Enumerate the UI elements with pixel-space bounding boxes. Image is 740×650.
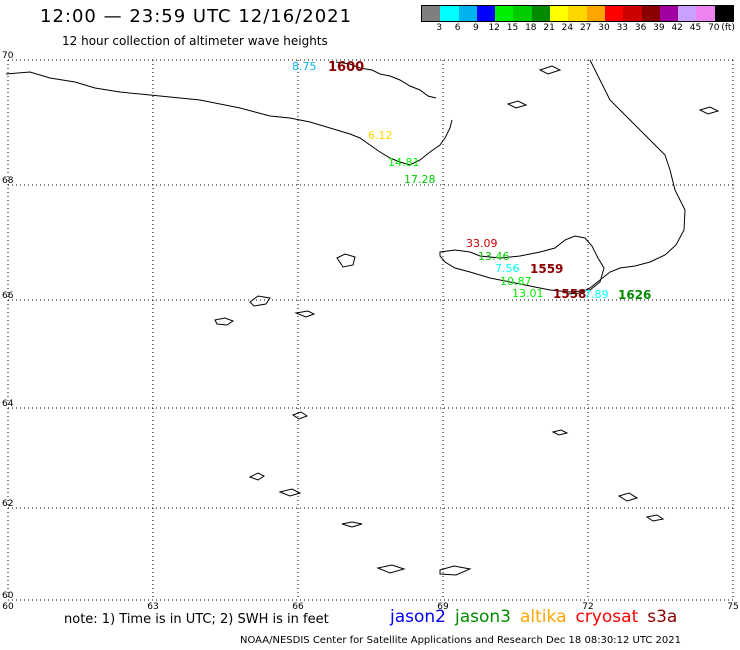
island	[645, 514, 665, 522]
wave-height-label: 1558	[553, 287, 586, 301]
island	[214, 317, 235, 326]
island	[336, 253, 356, 268]
wave-height-label: 7.89	[584, 288, 609, 301]
colorbar-label: 3	[436, 23, 443, 33]
longitude-label: 72	[582, 602, 593, 612]
colorbar-swatch	[531, 6, 551, 21]
map-subtitle: 12 hour collection of altimeter wave hei…	[62, 34, 328, 48]
colorbar-label: 42	[671, 23, 683, 33]
credit-line: NOAA/NESDIS Center for Satellite Applica…	[240, 635, 682, 646]
island	[294, 310, 316, 318]
legend-altika: altika	[520, 607, 567, 627]
colorbar-label: 18	[525, 23, 537, 33]
colorbar-label: (ft)	[721, 23, 735, 33]
colorbar-swatch	[586, 6, 605, 21]
colorbar-swatches	[421, 5, 735, 22]
island	[538, 65, 562, 75]
satellite-legend: jason2 jason3 altika cryosat s3a	[390, 607, 686, 627]
legend-jason3: jason3	[455, 607, 511, 627]
longitude-label: 60	[2, 602, 14, 612]
colorbar-swatch	[422, 6, 441, 21]
island	[341, 521, 363, 528]
island	[506, 100, 528, 109]
island	[439, 565, 472, 576]
wave-height-label: 17.28	[404, 173, 436, 186]
colorbar-label: 6	[454, 23, 461, 33]
colorbar-label: 70	[708, 23, 720, 33]
latitude-label: 70	[2, 51, 14, 61]
colorbar-label: 27	[579, 23, 592, 33]
wave-height-observations: 8.75 1600 6.12 14.81 17.28 33.0913.467.5610.8…	[292, 60, 651, 302]
colorbar-swatch	[659, 6, 679, 21]
island	[376, 564, 406, 574]
colorbar-swatch	[550, 6, 569, 21]
longitude-label: 69	[437, 602, 449, 612]
legend-s3a: s3a	[647, 607, 678, 627]
wave-height-label: 8.75	[292, 60, 317, 73]
colorbar-swatch	[678, 6, 697, 21]
peninsula-coast	[439, 235, 605, 293]
colorbar-swatch	[568, 6, 587, 21]
colorbar-label: 45	[689, 23, 702, 33]
northern-coast	[335, 61, 437, 99]
colorbar-swatch	[495, 6, 514, 21]
colorbar-label: 21	[543, 23, 555, 33]
wave-height-label: 6.12	[368, 129, 393, 142]
colorbar-labels: 3 6 9 12 15 18 21 24 27 30 33 36 39 42 45 70 (ft)	[421, 22, 734, 36]
colorbar-label: 30	[598, 23, 610, 33]
coastline	[5, 59, 720, 576]
footer-note: note: 1) Time is in UTC; 2) SWH is in fe…	[64, 612, 329, 627]
colorbar-swatch	[641, 6, 660, 21]
eastern-coast	[567, 59, 686, 295]
island	[617, 492, 639, 502]
colorbar-label: 39	[653, 23, 665, 33]
colorbar-swatch	[696, 6, 715, 21]
wave-height-colorbar: 3 6 9 12 15 18 21 24 27 30 33 36 39 42 45 70 (ft)	[421, 5, 735, 36]
colorbar-label: 24	[561, 23, 574, 33]
colorbar-swatch	[476, 6, 496, 21]
legend-jason2: jason2	[390, 607, 446, 627]
wave-height-label: 1626	[618, 288, 651, 302]
island	[291, 411, 309, 420]
island	[248, 472, 265, 481]
wave-height-label: 33.09	[466, 237, 498, 250]
colorbar-label: 9	[473, 23, 479, 33]
island	[698, 106, 720, 115]
island	[249, 295, 271, 307]
island	[278, 488, 302, 497]
wave-height-label: 13.01	[512, 287, 544, 300]
longitude-label: 63	[147, 602, 158, 612]
colorbar-label: 33	[616, 23, 629, 33]
wave-height-label: 13.46	[478, 250, 510, 263]
colorbar-swatch	[513, 6, 532, 21]
colorbar-swatch	[714, 6, 734, 21]
longitude-label: 75	[727, 602, 738, 612]
map-title: 12:00 — 23:59 UTC 12/16/2021	[40, 6, 353, 27]
wave-height-label: 10.87	[500, 275, 532, 288]
colorbar-swatch	[458, 6, 477, 21]
colorbar-label: 15	[506, 23, 519, 33]
mainland-coastline	[5, 71, 453, 166]
island	[551, 429, 569, 436]
colorbar-label: 36	[634, 23, 647, 33]
colorbar-swatch	[604, 6, 624, 21]
colorbar-label: 12	[488, 23, 500, 33]
colorbar-swatch	[623, 6, 642, 21]
wave-height-label: 7.56	[495, 262, 520, 275]
colorbar-swatch	[440, 6, 459, 21]
wave-height-label: 14.81	[388, 156, 420, 169]
longitude-label: 66	[292, 602, 304, 612]
wave-height-label: 1600	[328, 60, 364, 75]
legend-cryosat: cryosat	[575, 607, 639, 627]
wave-height-label: 1559	[530, 262, 563, 276]
